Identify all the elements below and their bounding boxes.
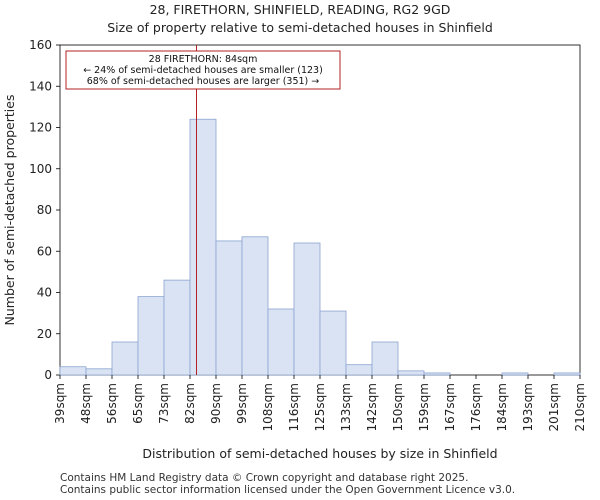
y-tick-label: 0: [44, 368, 52, 382]
y-tick-label: 20: [37, 327, 52, 341]
x-tick-label: 133sqm: [339, 383, 353, 431]
histogram-bar: [137, 296, 165, 376]
x-tick-label: 99sqm: [235, 383, 249, 424]
x-tick-label: 108sqm: [261, 383, 275, 431]
x-tick-label: 210sqm: [573, 383, 587, 431]
y-tick-label: 60: [37, 244, 52, 258]
x-tick-label: 90sqm: [209, 383, 223, 424]
histogram-bar: [553, 372, 581, 376]
histogram-bar: [319, 310, 347, 376]
histogram-bar: [423, 372, 451, 376]
x-tick-label: 201sqm: [547, 383, 561, 431]
x-tick-label: 142sqm: [365, 383, 379, 431]
histogram-bar: [397, 370, 425, 376]
histogram-bar: [59, 366, 87, 376]
y-tick-label: 140: [29, 79, 52, 93]
y-tick-label: 100: [29, 162, 52, 176]
x-tick-label: 193sqm: [521, 383, 535, 431]
annotation-line-2: ← 24% of semi-detached houses are smalle…: [83, 65, 323, 76]
x-tick-label: 116sqm: [287, 383, 301, 431]
x-tick-label: 39sqm: [53, 383, 67, 424]
histogram-bar: [85, 368, 113, 376]
histogram-bar: [163, 279, 191, 376]
y-tick-label: 120: [29, 121, 52, 135]
x-tick-label: 167sqm: [443, 383, 457, 431]
y-axis-label: Number of semi-detached properties: [2, 95, 17, 326]
annotation-line-1: 28 FIRETHORN: 84sqm: [149, 54, 258, 65]
histogram-bar: [345, 364, 373, 376]
plot-area: 0 20 40 60 80 100 120 140 160 39sqm 48sqm 56sqm 65sq…: [29, 38, 587, 431]
histogram-bar: [189, 118, 217, 376]
y-tick-label: 80: [37, 203, 52, 217]
annotation-line-3: 68% of semi-detached houses are larger (…: [87, 76, 320, 87]
x-tick-label: 184sqm: [495, 383, 509, 431]
x-axis-label: Distribution of semi-detached houses by …: [142, 446, 497, 461]
histogram-bar: [267, 308, 295, 376]
histogram-bar: [111, 341, 139, 376]
histogram-bar: [241, 236, 269, 376]
x-tick-label: 48sqm: [79, 383, 93, 424]
histogram-bar: [371, 341, 399, 376]
footer-line-1: Contains HM Land Registry data © Crown c…: [60, 472, 469, 484]
x-tick-label: 82sqm: [183, 383, 197, 424]
x-tick-label: 159sqm: [417, 383, 431, 431]
x-tick-label: 56sqm: [105, 383, 119, 424]
chart-title: 28, FIRETHORN, SHINFIELD, READING, RG2 9…: [150, 2, 451, 17]
y-tick-label: 160: [29, 38, 52, 52]
histogram-bar: [501, 372, 529, 376]
x-tick-label: 73sqm: [157, 383, 171, 424]
histogram-bar: [293, 242, 321, 376]
annotation-box: [65, 50, 341, 90]
x-tick-label: 65sqm: [131, 383, 145, 424]
x-tick-label: 150sqm: [391, 383, 405, 431]
histogram-bar: [215, 240, 243, 376]
x-tick-label: 176sqm: [469, 383, 483, 431]
y-tick-label: 40: [37, 286, 52, 300]
chart-subtitle: Size of property relative to semi-detach…: [107, 20, 493, 35]
footer-line-2: Contains public sector information licen…: [60, 484, 516, 496]
x-tick-label: 125sqm: [313, 383, 327, 431]
